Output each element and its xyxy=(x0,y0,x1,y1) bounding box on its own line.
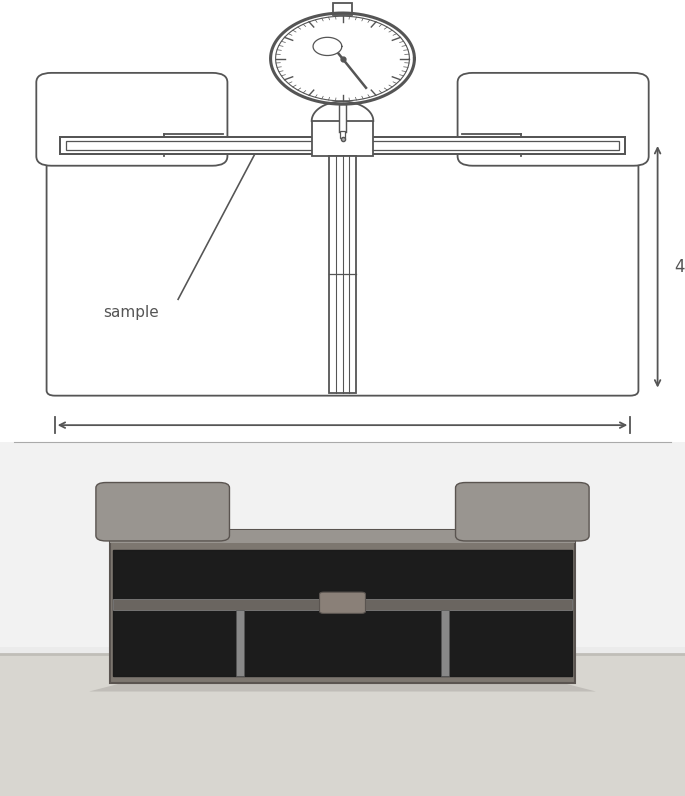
Bar xyxy=(0,442,685,661)
Bar xyxy=(113,550,572,677)
Bar xyxy=(158,133,219,157)
FancyBboxPatch shape xyxy=(96,482,229,541)
Bar xyxy=(60,137,625,154)
Bar xyxy=(466,133,527,157)
Bar xyxy=(0,442,685,647)
Text: 45: 45 xyxy=(675,258,685,275)
Bar xyxy=(236,610,244,677)
Bar xyxy=(110,530,575,543)
Bar xyxy=(339,104,346,132)
Bar xyxy=(66,141,619,150)
Polygon shape xyxy=(312,102,373,121)
Bar xyxy=(110,530,575,683)
Bar xyxy=(340,131,345,138)
FancyBboxPatch shape xyxy=(36,73,227,166)
FancyBboxPatch shape xyxy=(458,73,649,166)
Bar xyxy=(312,121,373,156)
Text: 132: 132 xyxy=(327,447,358,465)
FancyBboxPatch shape xyxy=(47,138,638,396)
Bar xyxy=(0,654,685,796)
FancyBboxPatch shape xyxy=(456,482,589,541)
Bar xyxy=(441,610,449,677)
Bar xyxy=(113,599,572,610)
Bar xyxy=(329,156,356,392)
Bar xyxy=(333,3,352,15)
FancyBboxPatch shape xyxy=(319,592,366,614)
Text: sample: sample xyxy=(103,305,158,320)
Polygon shape xyxy=(89,683,596,692)
